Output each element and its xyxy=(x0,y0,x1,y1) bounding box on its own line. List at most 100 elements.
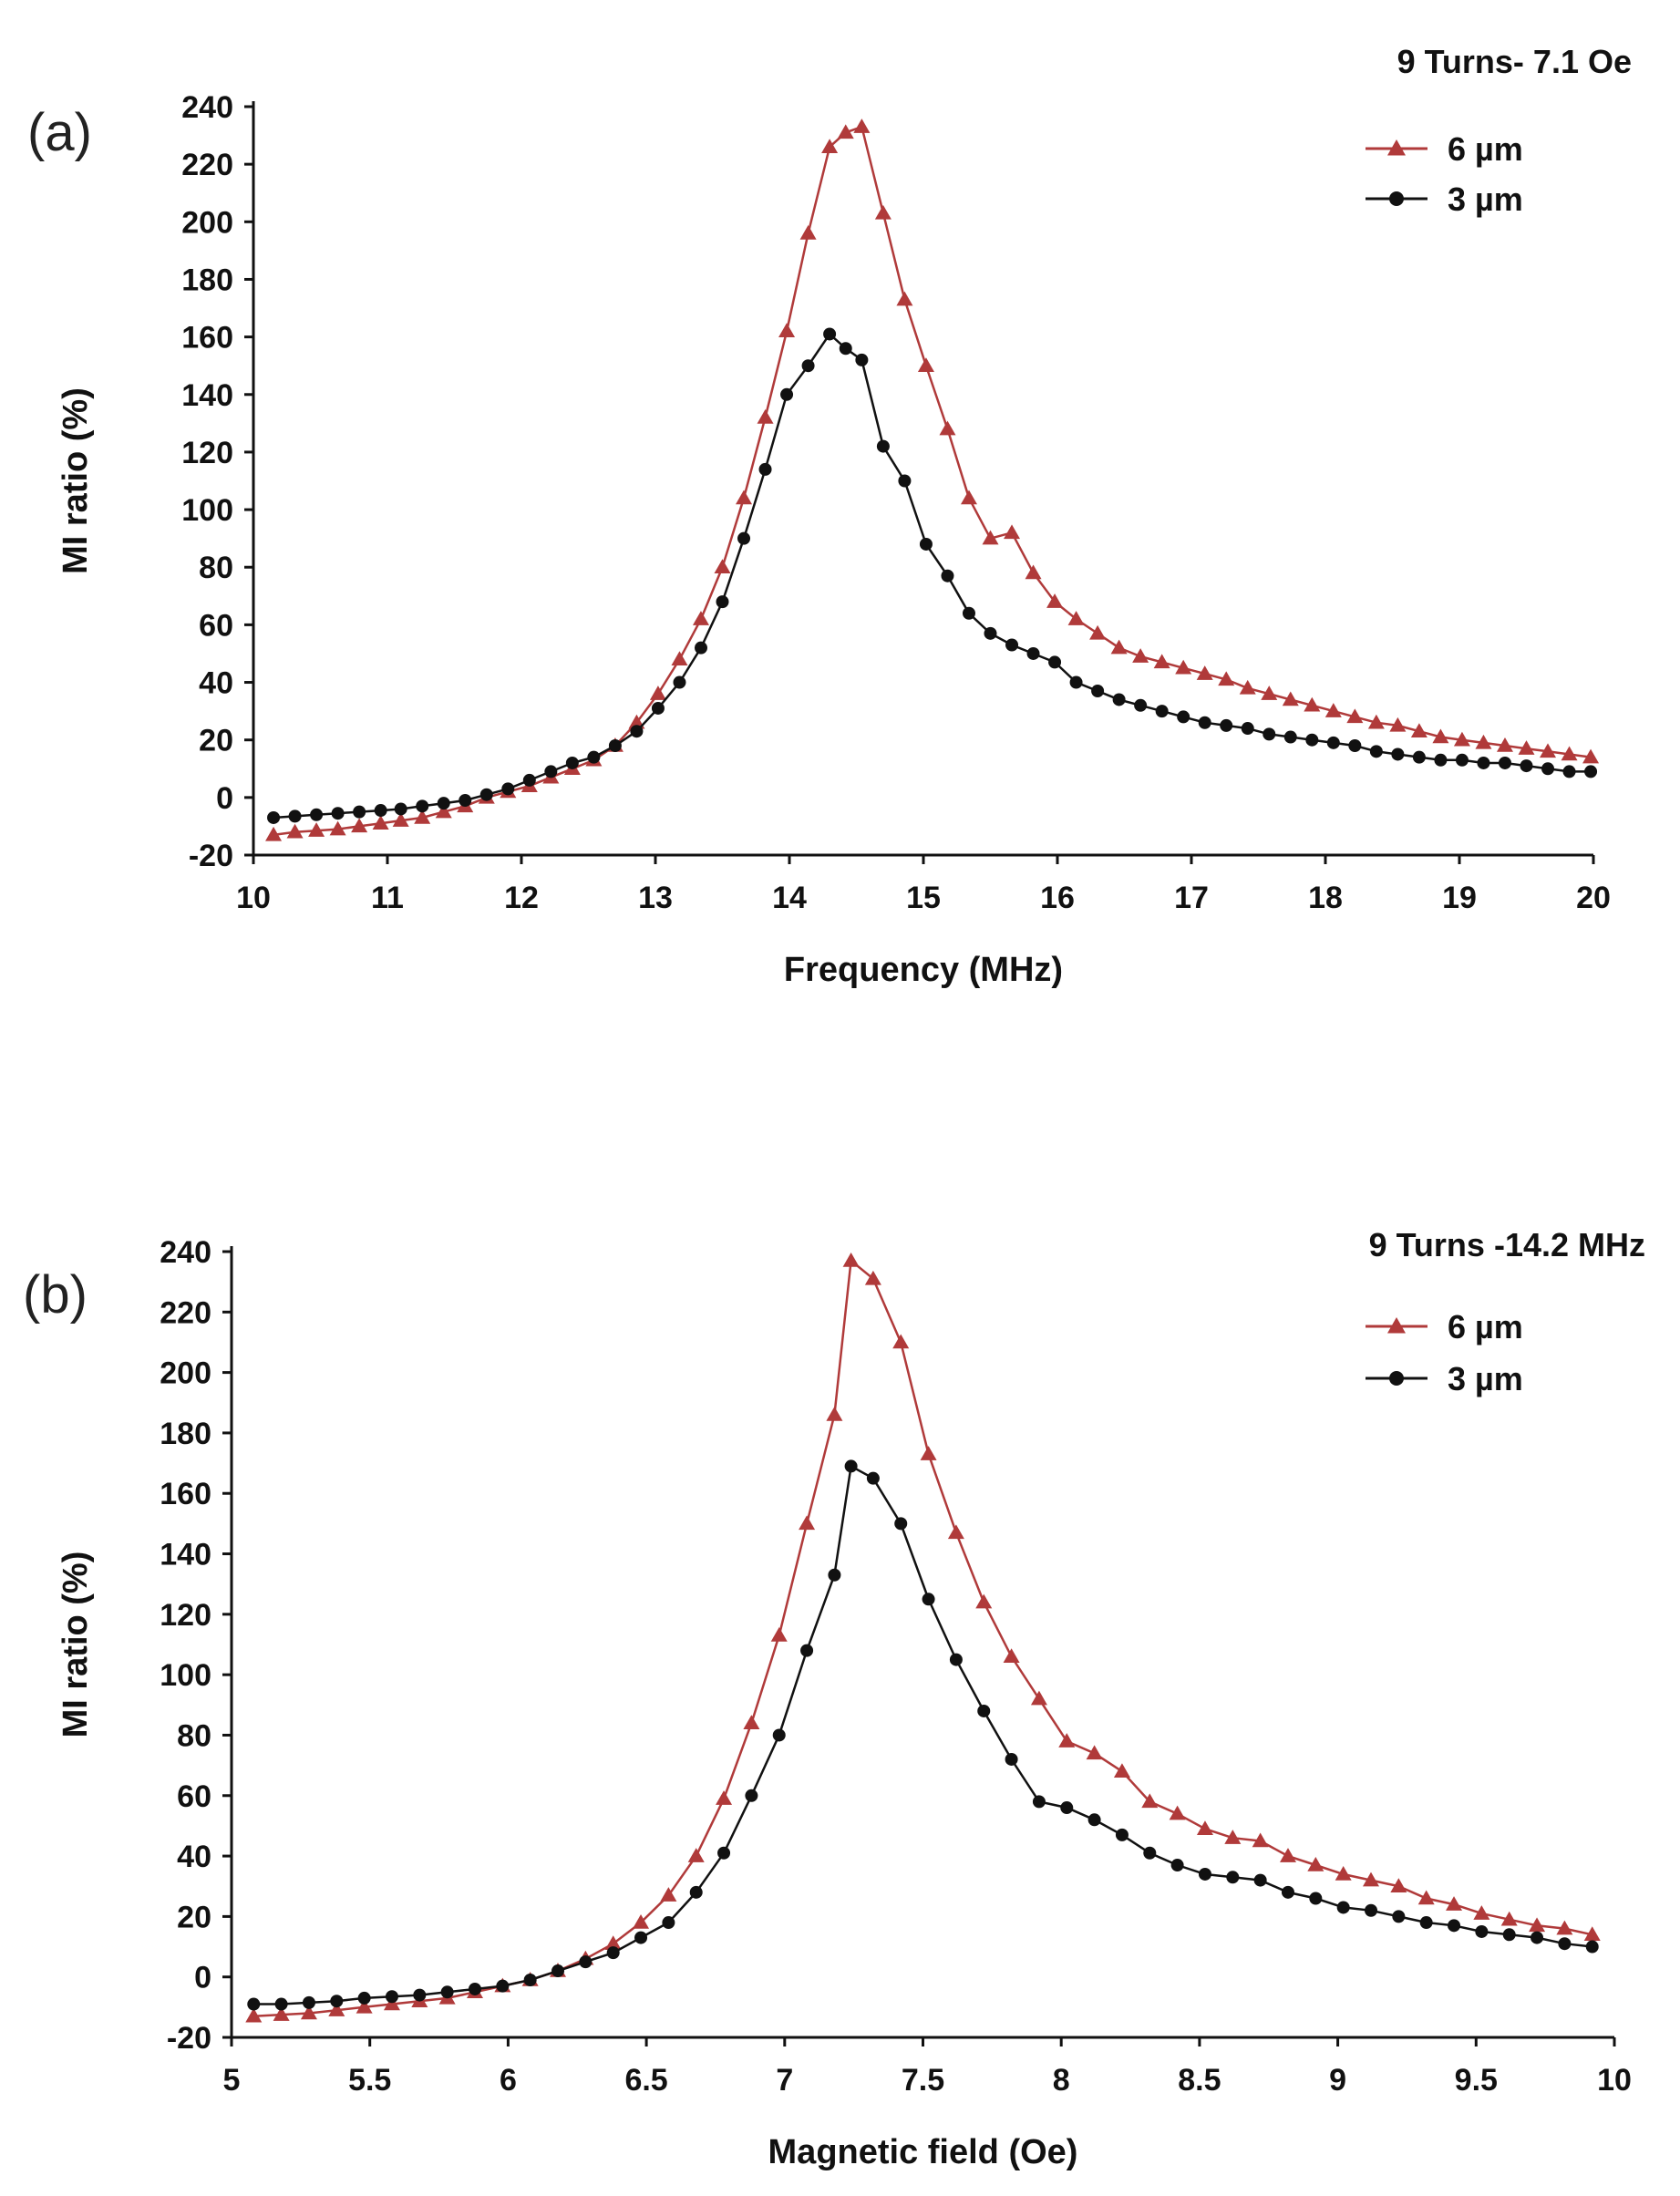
y-tick-label: 220 xyxy=(160,1295,211,1330)
data-point-3um xyxy=(780,387,794,401)
series-6um xyxy=(245,1252,1601,2023)
data-point-6um xyxy=(300,2005,317,2020)
data-point-6um xyxy=(1540,743,1557,758)
data-point-3um xyxy=(565,756,579,769)
data-point-6um xyxy=(1196,665,1213,680)
y-tick-label: 60 xyxy=(199,608,233,643)
data-point-3um xyxy=(758,462,772,476)
data-point-3um xyxy=(523,1974,537,1987)
data-point-3um xyxy=(302,1995,315,2009)
y-tick-label: 200 xyxy=(181,205,233,240)
data-point-6um xyxy=(383,1995,400,2011)
data-point-3um xyxy=(1434,753,1448,767)
data-point-6um xyxy=(351,818,368,833)
data-point-6um xyxy=(1324,703,1342,717)
data-point-6um xyxy=(1239,679,1256,695)
data-point-6um xyxy=(1496,737,1513,752)
data-point-6um xyxy=(1582,748,1600,764)
data-point-3um xyxy=(1091,685,1105,698)
data-point-3um xyxy=(839,342,852,356)
data-point-3um xyxy=(501,782,515,796)
data-point-3um xyxy=(949,1653,963,1666)
y-tick-label: 120 xyxy=(181,436,233,470)
y-tick-label: 40 xyxy=(199,666,233,701)
data-point-3um xyxy=(587,750,601,764)
data-point-3um xyxy=(1069,675,1083,689)
data-point-6um xyxy=(736,490,753,505)
x-tick-label: 7 xyxy=(776,2063,793,2098)
data-point-3um xyxy=(673,675,686,689)
data-point-3um xyxy=(651,701,665,715)
data-point-3um xyxy=(1584,765,1598,778)
data-point-3um xyxy=(1448,1919,1461,1933)
data-point-3um xyxy=(1032,1795,1046,1809)
y-tick-label: 100 xyxy=(181,493,233,528)
data-point-3um xyxy=(1502,1928,1516,1942)
panel-label: (b) xyxy=(23,1265,88,1325)
legend-label: 6 µm xyxy=(1448,1308,1523,1345)
data-point-6um xyxy=(245,2007,263,2023)
data-point-3um xyxy=(772,1728,786,1742)
chart-panel-b: -20 0 20 40 60 80 100 120 140 160 180 200 220 240 5 5.5… xyxy=(23,1226,1645,2171)
y-tick-label: 60 xyxy=(177,1779,211,1814)
data-point-6um xyxy=(329,820,346,836)
y-axis-title: MI ratio (%) xyxy=(57,1552,95,1738)
data-point-6um xyxy=(1030,1690,1047,1706)
data-point-6um xyxy=(1252,1832,1269,1848)
data-point-3um xyxy=(716,595,729,609)
data-point-6um xyxy=(799,224,817,240)
data-point-6um xyxy=(1453,731,1470,747)
data-point-6um xyxy=(660,1887,677,1902)
y-tick-label: 20 xyxy=(199,724,233,758)
data-point-6um xyxy=(1432,728,1449,744)
data-point-3um xyxy=(374,804,387,818)
data-point-3um xyxy=(310,808,324,821)
data-point-3um xyxy=(1112,693,1126,706)
data-point-3um xyxy=(331,807,345,820)
data-point-3um xyxy=(1198,716,1211,729)
panel-label: (a) xyxy=(27,103,92,162)
y-tick-label: 0 xyxy=(194,1961,211,1995)
data-point-6um xyxy=(328,2002,345,2016)
data-point-3um xyxy=(459,794,472,808)
data-point-3um xyxy=(1155,705,1169,718)
y-tick-label: 140 xyxy=(160,1538,211,1572)
data-point-3um xyxy=(1558,1937,1572,1951)
x-tick-label: 11 xyxy=(371,881,404,915)
data-point-3um xyxy=(1143,1846,1157,1860)
data-point-3um xyxy=(1541,762,1555,776)
data-point-3um xyxy=(1115,1828,1129,1841)
data-point-3um xyxy=(274,1997,288,2011)
data-point-3um xyxy=(267,810,281,824)
y-tick-label: 220 xyxy=(181,148,233,182)
data-point-6um xyxy=(1113,1763,1130,1778)
data-point-3um xyxy=(394,802,407,816)
data-point-6um xyxy=(1529,1917,1546,1933)
data-point-3um xyxy=(984,626,997,640)
y-tick-label: -20 xyxy=(167,2021,211,2056)
data-point-3um xyxy=(894,1517,908,1531)
legend-marker xyxy=(1387,139,1406,156)
x-tick-label: 8.5 xyxy=(1178,2063,1221,2098)
data-point-6um xyxy=(1110,639,1128,655)
data-point-3um xyxy=(1281,1885,1294,1899)
data-point-6um xyxy=(286,823,304,839)
data-point-6um xyxy=(1307,1857,1324,1871)
data-point-3um xyxy=(823,327,837,341)
data-point-6um xyxy=(1417,1890,1435,1905)
data-point-6um xyxy=(1282,691,1299,706)
data-point-3um xyxy=(1005,1752,1018,1766)
x-tick-label: 19 xyxy=(1442,881,1477,915)
data-point-3um xyxy=(1585,1940,1599,1954)
data-point-3um xyxy=(1419,1916,1433,1930)
legend-entry-3um: 3 µm xyxy=(1366,180,1523,218)
series-6um xyxy=(265,119,1600,841)
data-point-3um xyxy=(437,797,450,810)
data-point-6um xyxy=(1556,1920,1573,1935)
data-point-6um xyxy=(920,1446,937,1460)
y-tick-label: 140 xyxy=(181,378,233,413)
data-point-6um xyxy=(1089,624,1107,640)
data-point-3um xyxy=(413,1988,427,2002)
data-point-3um xyxy=(1477,756,1490,769)
data-point-3um xyxy=(1198,1867,1211,1881)
